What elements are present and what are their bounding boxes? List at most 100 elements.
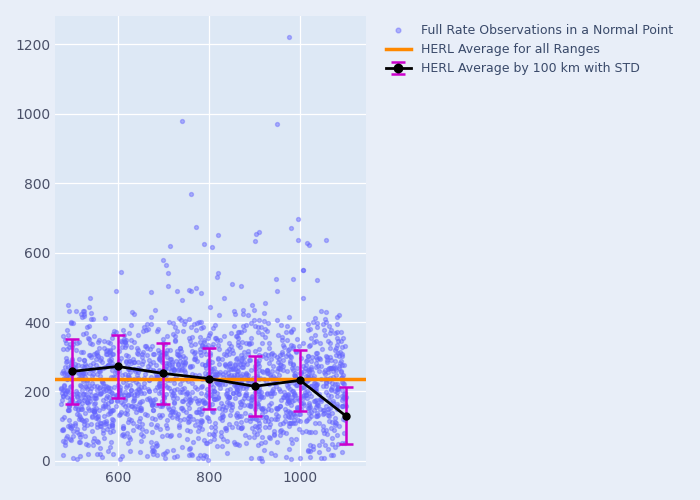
Full Rate Observations in a Normal Point (92, 413, 103, 421)
Full Rate Observations in a Normal Point (322, 366, 333, 374)
Full Rate Observations in a Normal Point (205, 422, 216, 430)
Full Rate Observations in a Normal Point (76, 368, 87, 376)
Full Rate Observations in a Normal Point (160, 448, 171, 456)
Full Rate Observations in a Normal Point (168, 454, 179, 462)
Full Rate Observations in a Normal Point (78, 308, 90, 316)
Full Rate Observations in a Normal Point (235, 400, 246, 408)
Full Rate Observations in a Normal Point (192, 385, 203, 393)
Full Rate Observations in a Normal Point (322, 408, 333, 416)
Full Rate Observations in a Normal Point (120, 394, 131, 402)
Full Rate Observations in a Normal Point (167, 364, 178, 372)
Full Rate Observations in a Normal Point (170, 372, 181, 380)
Full Rate Observations in a Normal Point (284, 379, 295, 387)
Full Rate Observations in a Normal Point (241, 382, 252, 390)
Full Rate Observations in a Normal Point (318, 320, 329, 328)
Full Rate Observations in a Normal Point (74, 354, 85, 362)
Full Rate Observations in a Normal Point (179, 358, 190, 366)
Full Rate Observations in a Normal Point (64, 307, 75, 315)
Full Rate Observations in a Normal Point (92, 412, 103, 420)
Full Rate Observations in a Normal Point (326, 386, 337, 394)
Full Rate Observations in a Normal Point (325, 326, 336, 334)
Full Rate Observations in a Normal Point (151, 327, 162, 335)
Full Rate Observations in a Normal Point (265, 389, 276, 397)
Full Rate Observations in a Normal Point (204, 403, 215, 411)
Full Rate Observations in a Normal Point (283, 390, 294, 398)
Full Rate Observations in a Normal Point (237, 322, 248, 330)
Full Rate Observations in a Normal Point (321, 356, 332, 364)
Full Rate Observations in a Normal Point (164, 242, 176, 250)
Full Rate Observations in a Normal Point (225, 384, 236, 392)
Full Rate Observations in a Normal Point (124, 366, 135, 374)
Full Rate Observations in a Normal Point (105, 397, 116, 405)
Full Rate Observations in a Normal Point (237, 306, 248, 314)
Full Rate Observations in a Normal Point (289, 392, 300, 400)
Full Rate Observations in a Normal Point (60, 336, 71, 344)
Full Rate Observations in a Normal Point (220, 368, 231, 376)
Full Rate Observations in a Normal Point (132, 358, 144, 366)
Full Rate Observations in a Normal Point (246, 395, 258, 403)
Full Rate Observations in a Normal Point (179, 354, 190, 362)
Full Rate Observations in a Normal Point (189, 394, 200, 402)
Full Rate Observations in a Normal Point (133, 422, 144, 430)
Full Rate Observations in a Normal Point (337, 394, 349, 402)
Full Rate Observations in a Normal Point (63, 402, 74, 410)
Full Rate Observations in a Normal Point (137, 357, 148, 365)
Full Rate Observations in a Normal Point (283, 420, 294, 428)
Full Rate Observations in a Normal Point (217, 410, 228, 418)
Full Rate Observations in a Normal Point (316, 345, 327, 353)
Full Rate Observations in a Normal Point (286, 387, 297, 395)
Full Rate Observations in a Normal Point (337, 352, 348, 360)
Full Rate Observations in a Normal Point (337, 379, 349, 387)
Full Rate Observations in a Normal Point (223, 398, 235, 406)
Full Rate Observations in a Normal Point (120, 357, 132, 365)
Full Rate Observations in a Normal Point (212, 268, 223, 276)
Full Rate Observations in a Normal Point (168, 375, 179, 383)
Full Rate Observations in a Normal Point (203, 376, 214, 384)
Full Rate Observations in a Normal Point (252, 372, 263, 380)
Full Rate Observations in a Normal Point (194, 334, 205, 342)
Full Rate Observations in a Normal Point (194, 423, 205, 431)
Full Rate Observations in a Normal Point (198, 338, 209, 346)
Full Rate Observations in a Normal Point (186, 388, 197, 396)
Full Rate Observations in a Normal Point (74, 438, 85, 446)
Full Rate Observations in a Normal Point (75, 433, 86, 441)
Full Rate Observations in a Normal Point (332, 440, 343, 448)
Full Rate Observations in a Normal Point (266, 386, 277, 394)
Full Rate Observations in a Normal Point (279, 390, 290, 398)
Full Rate Observations in a Normal Point (202, 359, 213, 367)
Full Rate Observations in a Normal Point (192, 417, 203, 425)
Full Rate Observations in a Normal Point (93, 352, 104, 360)
Full Rate Observations in a Normal Point (136, 397, 148, 405)
Full Rate Observations in a Normal Point (272, 120, 283, 128)
Full Rate Observations in a Normal Point (210, 372, 221, 380)
Full Rate Observations in a Normal Point (211, 368, 222, 376)
Full Rate Observations in a Normal Point (213, 231, 224, 239)
Full Rate Observations in a Normal Point (292, 416, 303, 424)
Full Rate Observations in a Normal Point (232, 367, 244, 375)
Full Rate Observations in a Normal Point (66, 397, 78, 405)
Full Rate Observations in a Normal Point (184, 398, 195, 406)
Full Rate Observations in a Normal Point (305, 412, 316, 420)
Full Rate Observations in a Normal Point (77, 377, 88, 385)
Full Rate Observations in a Normal Point (87, 365, 98, 373)
Full Rate Observations in a Normal Point (209, 423, 220, 431)
Full Rate Observations in a Normal Point (209, 435, 220, 443)
Full Rate Observations in a Normal Point (203, 414, 214, 422)
Full Rate Observations in a Normal Point (178, 398, 189, 406)
Full Rate Observations in a Normal Point (127, 419, 139, 427)
Full Rate Observations in a Normal Point (279, 417, 290, 425)
Full Rate Observations in a Normal Point (160, 359, 172, 367)
Full Rate Observations in a Normal Point (161, 447, 172, 455)
Full Rate Observations in a Normal Point (261, 367, 272, 375)
Full Rate Observations in a Normal Point (320, 388, 331, 396)
Full Rate Observations in a Normal Point (264, 380, 275, 388)
Full Rate Observations in a Normal Point (205, 380, 216, 388)
Full Rate Observations in a Normal Point (158, 394, 169, 402)
Full Rate Observations in a Normal Point (230, 332, 241, 340)
Full Rate Observations in a Normal Point (326, 392, 337, 400)
Full Rate Observations in a Normal Point (278, 356, 289, 364)
Full Rate Observations in a Normal Point (295, 378, 307, 386)
Full Rate Observations in a Normal Point (220, 424, 232, 432)
Full Rate Observations in a Normal Point (152, 441, 163, 449)
Full Rate Observations in a Normal Point (120, 342, 131, 350)
